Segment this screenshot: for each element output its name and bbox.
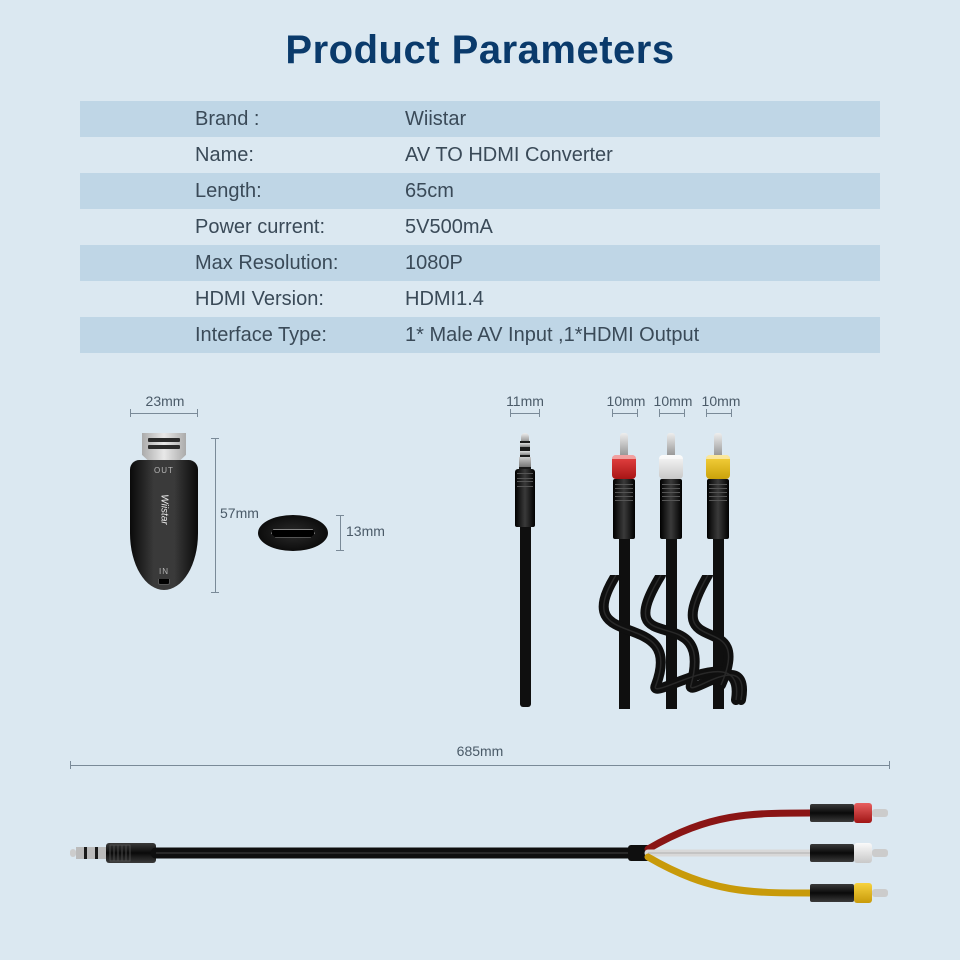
dim-rca-r: 10mm — [603, 393, 649, 409]
spec-value: 5V500mA — [405, 216, 493, 239]
page-title: Product Parameters — [0, 0, 960, 73]
dim-jack-width: 11mm — [505, 393, 545, 409]
spec-value: HDMI1.4 — [405, 288, 484, 311]
dim-line — [612, 413, 638, 414]
diagram-area: 23mm OUT Wiistar IN 57mm 13mm 11mm 10mm … — [0, 383, 960, 733]
dim-hdmi-side: 13mm — [346, 523, 385, 539]
jack-tip-icon — [518, 433, 532, 469]
adapter-out-label: OUT — [130, 466, 198, 475]
rca-yellow — [699, 433, 737, 709]
dim-adapter-height: 57mm — [220, 505, 259, 521]
hdmi-adapter: OUT Wiistar IN — [130, 433, 198, 590]
spec-key: Max Resolution: — [195, 252, 405, 275]
adapter-brand-label: Wiistar — [159, 476, 170, 544]
dim-adapter-width: 23mm — [115, 393, 215, 409]
spec-value: 1080P — [405, 252, 463, 275]
rca-white — [652, 433, 690, 709]
spec-key: Length: — [195, 180, 405, 203]
spec-key: HDMI Version: — [195, 288, 405, 311]
jack-body-icon — [515, 469, 535, 527]
adapter-in-label: IN — [130, 567, 198, 576]
jack-plug — [505, 433, 545, 707]
table-row: Interface Type:1* Male AV Input ,1*HDMI … — [80, 317, 880, 353]
full-cable-diagram: 685mm — [70, 743, 890, 933]
dim-full-length: 685mm — [70, 743, 890, 759]
spec-key: Brand : — [195, 108, 405, 131]
rca-group — [605, 433, 737, 709]
dim-line — [215, 438, 216, 593]
hdmi-plug-icon — [142, 433, 186, 461]
adapter-body: OUT Wiistar IN — [130, 460, 198, 590]
spec-value: 1* Male AV Input ,1*HDMI Output — [405, 324, 699, 347]
full-cable-icon — [70, 773, 890, 933]
dim-rca-w: 10mm — [650, 393, 696, 409]
dim-line — [70, 765, 890, 766]
dim-line — [510, 413, 540, 414]
spec-table: Brand :WiistarName:AV TO HDMI ConverterL… — [80, 101, 880, 353]
rca-red — [605, 433, 643, 709]
dim-line — [340, 515, 341, 551]
table-row: Brand :Wiistar — [80, 101, 880, 137]
table-row: Power current:5V500mA — [80, 209, 880, 245]
table-row: Length:65cm — [80, 173, 880, 209]
spec-value: Wiistar — [405, 108, 466, 131]
table-row: Max Resolution:1080P — [80, 245, 880, 281]
spec-key: Name: — [195, 144, 405, 167]
dim-line — [706, 413, 732, 414]
hdmi-slot-icon — [271, 529, 315, 538]
dim-line — [130, 413, 198, 414]
spec-key: Interface Type: — [195, 324, 405, 347]
spec-key: Power current: — [195, 216, 405, 239]
spec-value: AV TO HDMI Converter — [405, 144, 613, 167]
hdmi-female-icon — [258, 515, 328, 551]
table-row: HDMI Version:HDMI1.4 — [80, 281, 880, 317]
spec-value: 65cm — [405, 180, 454, 203]
cable-icon — [520, 527, 531, 707]
dim-line — [659, 413, 685, 414]
dim-rca-y: 10mm — [698, 393, 744, 409]
table-row: Name:AV TO HDMI Converter — [80, 137, 880, 173]
